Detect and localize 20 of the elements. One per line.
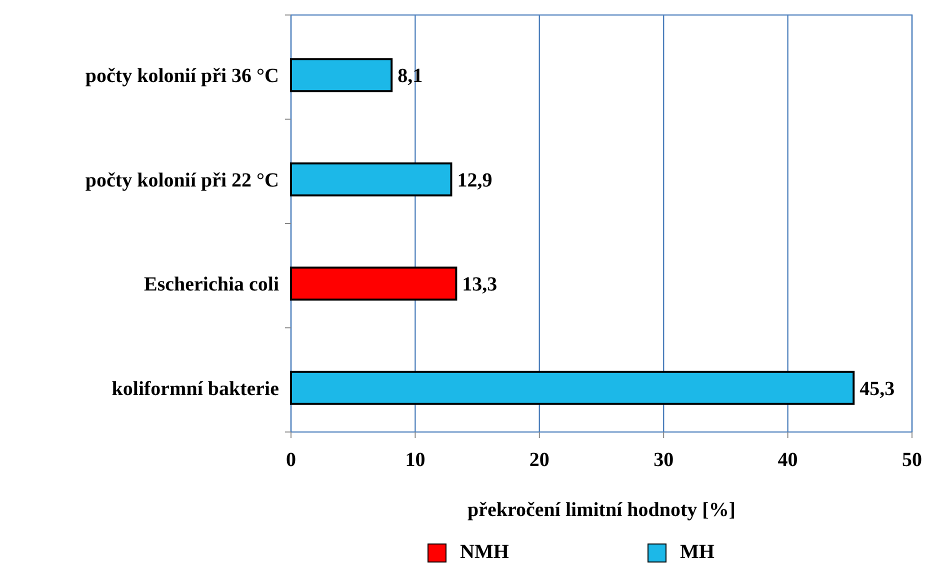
bar — [290, 58, 393, 92]
bar — [290, 162, 452, 196]
bar — [290, 370, 855, 405]
x-axis-title: překročení limitní hodnoty [%] — [468, 499, 736, 521]
x-tick-label: 40 — [778, 449, 798, 471]
data-label: 12,9 — [457, 169, 492, 192]
data-label: 13,3 — [462, 274, 498, 296]
x-tick-label: 0 — [286, 449, 296, 471]
y-tick-label: počty kolonií při 22 °C — [85, 169, 279, 192]
y-tick-label: Escherichia coli — [144, 274, 280, 296]
legend-label: MH — [680, 541, 715, 563]
x-tick-label: 20 — [529, 449, 550, 471]
x-tick-label: 50 — [902, 449, 922, 471]
y-tick-label: počty kolonií při 36 °C — [85, 65, 279, 88]
data-label: 45,3 — [860, 378, 895, 400]
x-tick-label: 30 — [654, 449, 674, 471]
y-tick-label: koliformní bakterie — [112, 378, 280, 400]
x-tick-label: 10 — [405, 449, 426, 471]
bar — [290, 266, 458, 301]
legend-label: NMH — [460, 541, 510, 563]
